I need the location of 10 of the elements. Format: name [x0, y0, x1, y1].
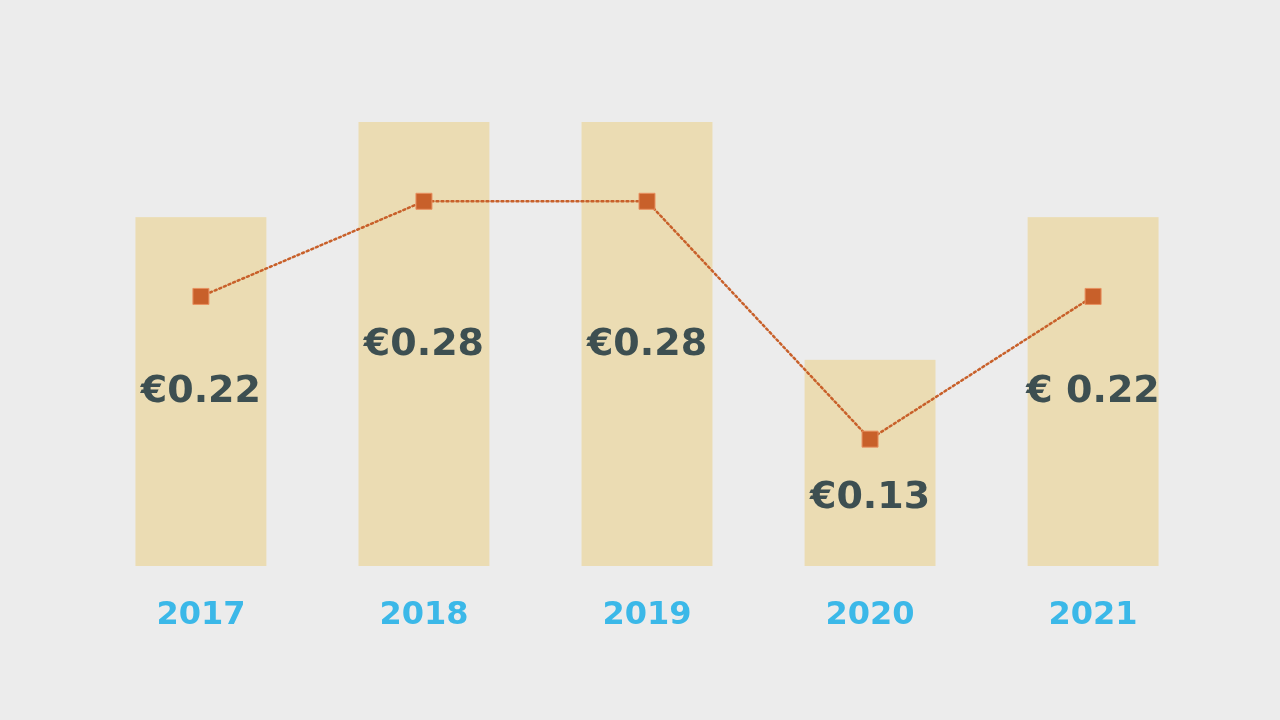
- data-label: €0.28: [585, 319, 708, 364]
- data-label: €0.22: [139, 367, 262, 412]
- x-tick-label: 2019: [602, 594, 692, 632]
- x-tick-label: 2020: [825, 594, 915, 632]
- data-label: € 0.22: [1025, 367, 1160, 412]
- x-tick-label: 2021: [1048, 594, 1138, 632]
- data-label: €0.13: [808, 472, 931, 517]
- x-tick-label: 2018: [379, 594, 469, 632]
- data-label: €0.28: [362, 319, 485, 364]
- x-tick-label: 2017: [156, 594, 246, 632]
